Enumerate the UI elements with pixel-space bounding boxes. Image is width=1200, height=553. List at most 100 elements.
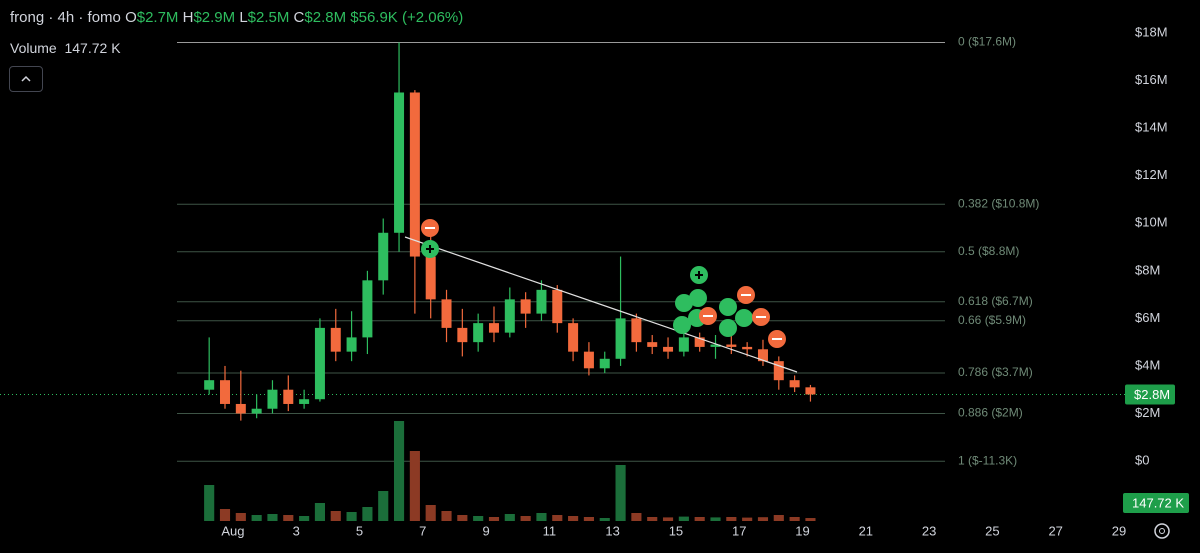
candle-body — [425, 256, 436, 300]
candle-body — [346, 337, 357, 352]
volume-bar — [267, 514, 278, 521]
candle-body — [583, 351, 594, 369]
y-tick-label: $18M — [1135, 24, 1168, 39]
ohlc-value: $2.5M — [247, 9, 290, 26]
x-tick-label: 23 — [922, 523, 936, 538]
candle-body — [773, 361, 784, 381]
trend-line — [404, 236, 798, 373]
ohlc-value: $2.8M — [304, 9, 347, 26]
x-tick-label: 15 — [669, 523, 683, 538]
candle-body — [568, 323, 579, 352]
candle-body — [457, 327, 468, 343]
symbol: frong · 4h · fomo — [10, 9, 121, 26]
candle-body — [394, 92, 405, 233]
candle-body — [299, 399, 310, 404]
y-tick-label: $0 — [1135, 452, 1149, 467]
x-tick-label: Aug — [221, 523, 244, 538]
fib-label: 0.5 ($8.8M) — [958, 244, 1019, 258]
volume-bar — [726, 517, 737, 521]
volume-bar — [536, 513, 547, 521]
ohlc-key: C — [293, 9, 305, 26]
candle-body — [251, 408, 262, 414]
x-tick-label: 19 — [795, 523, 809, 538]
volume-header: Volume 147.72 K — [10, 40, 121, 56]
volume-bar — [615, 465, 626, 521]
volume-bar — [552, 515, 563, 521]
candle-body — [267, 389, 278, 409]
fib-label: 0.618 ($6.7M) — [958, 294, 1033, 308]
change: $56.9K (+2.06%) — [350, 9, 464, 26]
candle-body — [789, 380, 800, 388]
candle-body — [378, 232, 389, 281]
volume-bar — [283, 515, 294, 521]
volume-bar — [599, 518, 610, 521]
candle-body — [520, 299, 531, 314]
volume-bar — [504, 514, 515, 521]
ohlc-key: H — [182, 9, 194, 26]
candle-body — [504, 299, 515, 333]
x-tick-label: 27 — [1048, 523, 1062, 538]
candle-body — [330, 327, 341, 352]
candle-body — [220, 380, 230, 404]
candle-body — [757, 349, 768, 362]
volume-bar — [330, 511, 341, 521]
volume-bar — [251, 515, 262, 521]
candle-body — [742, 346, 753, 350]
collapse-button[interactable] — [9, 66, 43, 92]
candle-body — [663, 346, 674, 352]
candle-body — [536, 289, 547, 314]
candle-body — [599, 358, 610, 369]
fib-label: 0 ($17.6M) — [958, 35, 1016, 49]
volume-bar — [299, 516, 310, 521]
volume-bar — [631, 513, 642, 521]
volume-bar — [457, 515, 468, 521]
y-tick-label: $8M — [1135, 262, 1160, 277]
volume-bar — [362, 507, 373, 521]
x-tick-label: 17 — [732, 523, 746, 538]
volume-bar — [393, 421, 405, 521]
price-tag — [1125, 384, 1175, 405]
collapse-icon — [21, 75, 31, 82]
x-tick-label: 11 — [543, 523, 557, 538]
candle-body — [678, 337, 689, 352]
volume-bar — [473, 516, 484, 521]
candle-body — [441, 299, 452, 328]
volume-bar — [488, 517, 500, 521]
volume-bar — [314, 503, 325, 521]
ohlc-key: O — [125, 9, 137, 26]
candle-body — [552, 289, 563, 324]
candle-body — [694, 337, 705, 347]
fib-label: 0.66 ($5.9M) — [958, 313, 1026, 327]
y-tick-label: $6M — [1135, 310, 1160, 325]
candle-body — [362, 280, 373, 338]
volume-bar — [441, 511, 452, 521]
volume-bar — [520, 516, 531, 521]
volume-bar — [568, 516, 579, 521]
y-tick-label: $16M — [1135, 72, 1168, 87]
ohlc-value: $2.7M — [136, 9, 179, 26]
fib-label: 1 ($-11.3K) — [958, 453, 1017, 467]
candle-body — [647, 342, 658, 347]
candle-body — [726, 344, 737, 347]
volume-bar — [678, 516, 689, 521]
candle-body — [235, 403, 246, 414]
x-tick-label: 9 — [482, 523, 489, 538]
candle-body — [283, 389, 294, 404]
volume-bar — [583, 517, 594, 521]
volume-bar — [662, 517, 674, 521]
volume-tag-label: 147.72 K — [1132, 495, 1184, 510]
settings-icon[interactable] — [1154, 523, 1170, 539]
volume-bar — [346, 512, 357, 521]
volume-bar — [757, 517, 769, 521]
x-tick-label: 29 — [1112, 523, 1126, 538]
y-tick-label: $10M — [1135, 215, 1168, 230]
candle-body — [473, 323, 484, 343]
volume-bar — [710, 517, 721, 521]
y-tick-label: $2M — [1135, 405, 1160, 420]
x-tick-label: 13 — [605, 523, 619, 538]
symbol-header: frong · 4h · fomo O$2.7M H$2.9M L$2.5M C… — [10, 9, 463, 26]
candle-body — [314, 327, 325, 400]
y-tick-label: $14M — [1135, 120, 1168, 135]
price-tag-label: $2.8M — [1134, 387, 1170, 402]
